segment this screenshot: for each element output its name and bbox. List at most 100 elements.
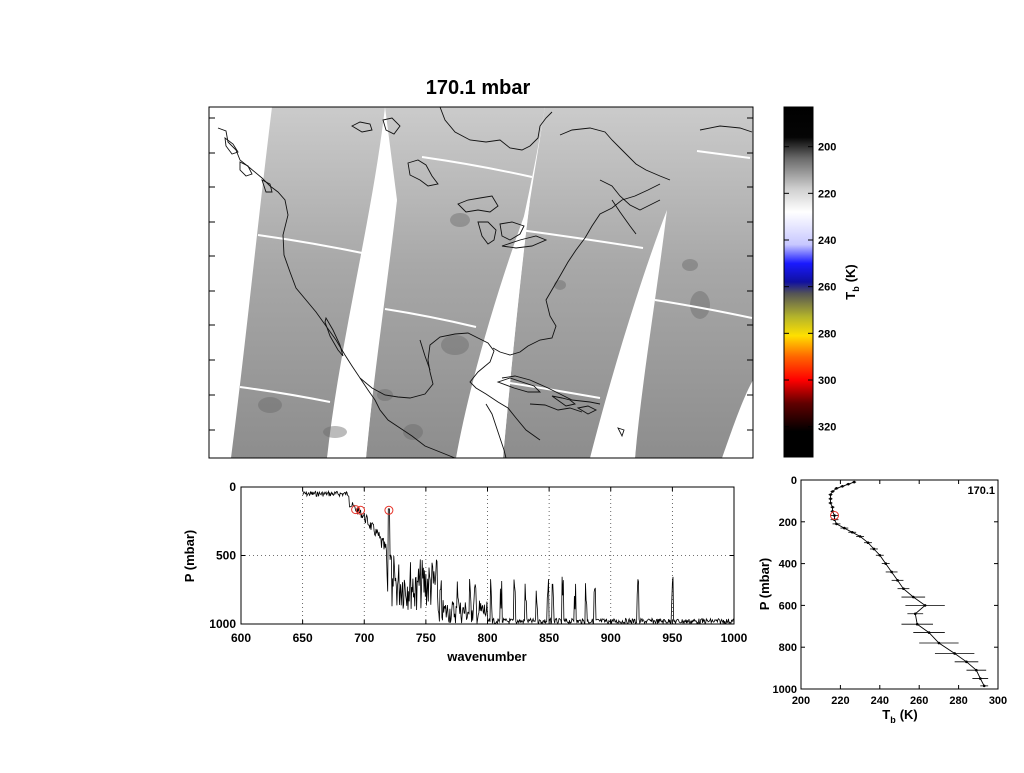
spectrum-ticks: 600 650 700 750 800 850 900 950 1000 0 500 1000: [209, 480, 747, 645]
map-swath-2: [366, 107, 545, 458]
profile-xtick-label: 280: [949, 695, 967, 707]
colorbar-label-main: T: [843, 292, 858, 300]
profile-point: [975, 668, 978, 672]
profile-ytick-label: 600: [779, 600, 797, 612]
profile-xlabel-sub: b: [890, 715, 896, 725]
colorbar-label-unit: (K): [843, 264, 858, 282]
map-gap-3: [590, 210, 667, 458]
map-frame: [208, 106, 754, 459]
profile-point: [858, 535, 862, 538]
map-swath-4: [635, 107, 753, 458]
spectrum-ytick-label: 500: [216, 549, 236, 563]
profile-point: [831, 505, 834, 509]
profile-point: [982, 684, 986, 688]
profile-point: [852, 480, 856, 484]
spectrum-xtick-label: 650: [293, 631, 313, 645]
spectrum-highlight-marker: [356, 505, 366, 515]
profile-point: [913, 612, 917, 616]
profile-point: [835, 522, 838, 526]
colorbar-bar: [783, 106, 814, 458]
profile-line: [830, 481, 985, 687]
profile-point: [829, 493, 832, 496]
colorbar: 200 220 240 260 280 300 320 Tb (K): [783, 106, 861, 458]
profile-point: [902, 587, 905, 590]
profile-point: [846, 482, 850, 486]
spectrum-highlight-marker: [351, 505, 361, 515]
spectrum-grid: [241, 487, 734, 624]
profile-xtick-label: 260: [910, 695, 928, 707]
profile-point: [833, 514, 836, 517]
profile-point: [872, 547, 876, 551]
profile-point: [953, 652, 956, 655]
map-ticks: [209, 117, 753, 431]
spectrum-xtick-label: 600: [231, 631, 251, 645]
map-gap-1: [327, 200, 397, 458]
spectrum-xtick-label: 850: [539, 631, 559, 645]
profile-point: [835, 487, 838, 490]
page-title: 170.1 mbar: [426, 77, 531, 99]
profile-xlabel-unit: (K): [900, 707, 918, 722]
map-swath-1: [231, 107, 385, 458]
colorbar-tick-label: 320: [818, 422, 836, 434]
map-gap-4: [722, 380, 753, 458]
colorbar-tick-label: 200: [818, 142, 836, 154]
profile-xtick-label: 300: [989, 695, 1007, 707]
colorbar-label-sub: b: [851, 286, 861, 292]
profile-point: [965, 660, 968, 664]
profile-xtick-label: 240: [871, 695, 889, 707]
colorbar-tick-label: 240: [818, 235, 836, 247]
profile-ytick-label: 1000: [773, 684, 797, 696]
spectrum-xlabel: wavenumber: [446, 649, 526, 664]
map-gap-2: [456, 200, 530, 458]
profile-point: [927, 631, 931, 634]
profile-point: [937, 641, 941, 645]
profile-xtick-label: 200: [792, 695, 810, 707]
colorbar-tick-label: 300: [818, 375, 836, 387]
profile-highlight-marker: [829, 511, 839, 521]
map-panel: [208, 106, 754, 459]
profile-ytick-label: 800: [779, 642, 797, 654]
profile-point: [890, 570, 893, 574]
spectrum-xtick-label: 1000: [721, 631, 748, 645]
profile-points: [829, 480, 986, 688]
profile-xlabel: Tb (K): [882, 707, 918, 725]
profile-point: [878, 553, 882, 557]
profile-xlabel-main: T: [882, 707, 890, 722]
spectrum-ytick-label: 0: [229, 480, 236, 494]
profile-annotation: 170.1: [967, 485, 995, 497]
spectrum-xtick-label: 800: [477, 631, 497, 645]
spectrum-xtick-label: 700: [354, 631, 374, 645]
profile-point: [911, 595, 915, 599]
spectrum-highlight-marker: [384, 505, 394, 515]
map-coastlines: [217, 107, 753, 458]
spectrum-plot: 600 650 700 750 800 850 900 950 1000 0 500 1000 wav…: [182, 480, 748, 664]
spectrum-ytick-label: 1000: [209, 617, 236, 631]
profile-point: [829, 501, 832, 505]
spectrum-xtick-label: 750: [416, 631, 436, 645]
spectrum-markers: [351, 505, 394, 515]
profile-ylabel: P (mbar): [757, 558, 772, 611]
profile-point: [923, 604, 927, 607]
profile-point: [915, 622, 919, 626]
profile-ytick-label: 400: [779, 559, 797, 571]
profile-point: [843, 526, 846, 530]
profile-point: [829, 497, 832, 501]
profile-point: [841, 484, 844, 488]
spectrum-xtick-label: 900: [601, 631, 621, 645]
profile-ytick-label: 200: [779, 517, 797, 529]
colorbar-tick-label: 220: [818, 188, 836, 200]
map-cloud-features: [258, 213, 710, 440]
colorbar-tick-label: 280: [818, 328, 836, 340]
profile-point: [866, 541, 870, 544]
profile-ticks: 200 220 240 260 280 300 0 200 400 600 800 1000: [773, 475, 1008, 707]
colorbar-ticks: 200 220 240 260 280 300 320: [784, 142, 836, 434]
profile-xtick-label: 220: [831, 695, 849, 707]
spectrum-xtick-label: 950: [662, 631, 682, 645]
profile-point: [896, 579, 899, 582]
profile-ytick-label: 0: [791, 475, 797, 487]
colorbar-label: Tb (K): [843, 264, 861, 300]
profile-point: [978, 677, 982, 680]
profile-point: [884, 562, 888, 565]
spectrum-ylabel: P (mbar): [182, 530, 197, 583]
